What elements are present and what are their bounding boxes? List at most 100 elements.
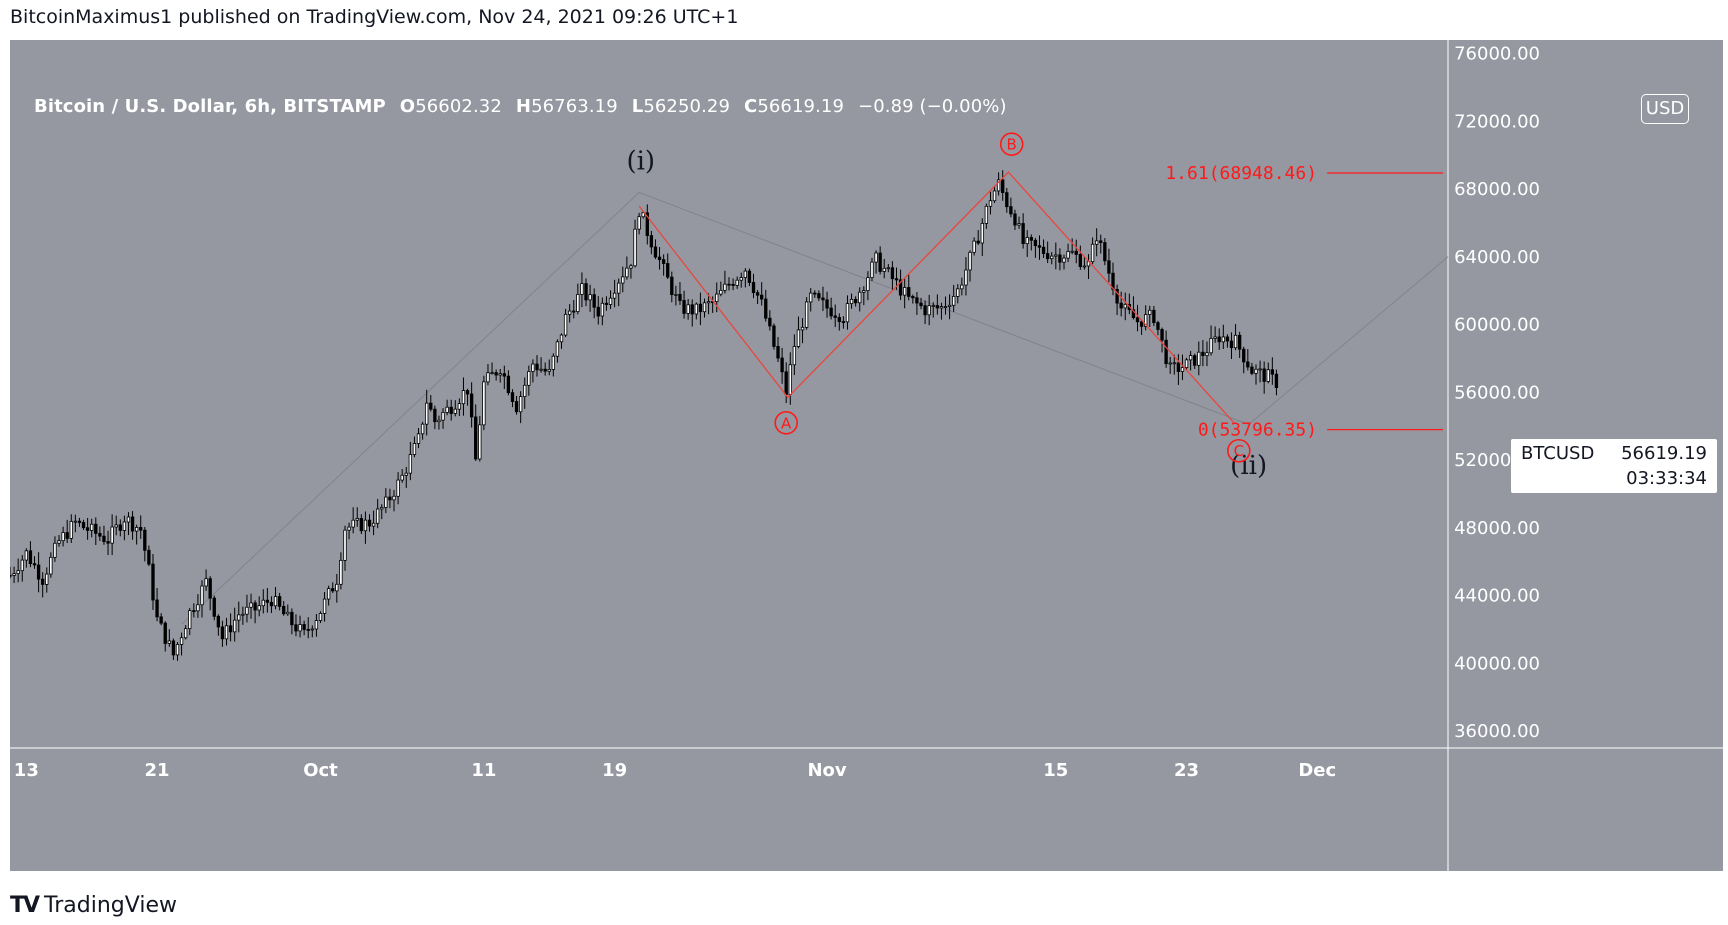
currency-badge[interactable]: USD	[1641, 94, 1689, 124]
candle-body	[441, 412, 445, 421]
candle-body	[972, 240, 976, 253]
candle-body	[318, 612, 323, 621]
candle-body	[1205, 352, 1209, 357]
tradingview-logo[interactable]: TV TradingView	[10, 893, 177, 918]
candle-body	[952, 295, 956, 306]
candle-body	[474, 416, 478, 460]
candle-body	[531, 363, 535, 372]
x-tick-label: Oct	[303, 760, 338, 781]
candle-body	[1103, 242, 1107, 262]
candle-body	[322, 598, 327, 614]
candle-body	[294, 624, 298, 632]
y-tick-label: 40000.00	[1454, 653, 1540, 674]
candle-body	[388, 496, 392, 501]
candle-body	[1156, 322, 1160, 330]
candle-body	[265, 599, 270, 603]
candle-body	[919, 302, 923, 307]
candle-body	[461, 390, 466, 405]
candle-body	[686, 304, 690, 314]
candle-body	[1250, 366, 1254, 374]
candle-body	[224, 625, 229, 640]
candle-body	[1176, 362, 1181, 372]
candle-body	[833, 315, 837, 318]
candle-body	[200, 585, 204, 606]
candle-body	[747, 270, 752, 283]
candle-body	[1184, 359, 1189, 368]
candle-body	[931, 305, 935, 307]
candle-body	[433, 408, 437, 423]
x-tick-label: Dec	[1298, 760, 1336, 781]
candle-body	[1090, 243, 1095, 263]
candle-body	[376, 508, 380, 524]
candle-body	[784, 371, 788, 395]
candle-body	[735, 279, 739, 286]
candle-body	[1029, 237, 1033, 241]
candle-body	[1160, 329, 1164, 341]
candle-body	[49, 556, 53, 575]
candle-body	[621, 276, 625, 284]
y-tick-label: 56000.00	[1454, 382, 1540, 403]
candle-body	[743, 270, 748, 278]
candle-body	[269, 601, 274, 607]
candle-body	[482, 381, 486, 426]
candle-body	[498, 373, 502, 376]
candle-body	[73, 520, 78, 523]
candle-body	[416, 433, 421, 444]
candle-body	[980, 222, 984, 244]
candle-body	[788, 364, 792, 395]
candle-body	[882, 267, 886, 272]
candle-body	[800, 326, 805, 331]
candle-body	[1070, 250, 1074, 253]
candle-body	[1213, 336, 1217, 339]
candle-body	[465, 390, 470, 395]
candle-body	[661, 259, 666, 264]
candle-body	[212, 597, 216, 617]
candle-body	[126, 516, 131, 523]
candle-body	[1074, 250, 1078, 255]
candle-body	[16, 570, 20, 575]
chart-canvas[interactable]: 76000.00 72000.00 68000.00 64000.00 60000.00…	[10, 40, 1723, 871]
low-label: L	[631, 96, 644, 117]
candle-body	[326, 588, 331, 600]
candle-body	[302, 624, 306, 630]
abc-correction-line	[638, 171, 1235, 424]
candle-body	[167, 640, 171, 644]
candle-body	[1066, 251, 1070, 259]
candle-body	[947, 304, 952, 307]
candle-body	[192, 610, 196, 613]
x-tick-label: Nov	[807, 760, 846, 781]
candle-body	[347, 526, 351, 531]
candle-body	[629, 265, 633, 269]
symbol-legend: Bitcoin / U.S. Dollar, 6h, BITSTAMP O5660…	[34, 96, 1007, 117]
candle-body	[1258, 368, 1262, 371]
candle-body	[809, 292, 813, 303]
candle-body	[122, 521, 127, 531]
candle-body	[273, 596, 278, 607]
candle-body	[584, 283, 588, 301]
candle-body	[543, 368, 547, 372]
candle-body	[494, 372, 498, 376]
candle-body	[151, 563, 155, 601]
x-tick-label: 23	[1174, 760, 1199, 781]
chart-panel[interactable]: 76000.00 72000.00 68000.00 64000.00 60000.00…	[10, 40, 1723, 871]
candle-body	[81, 522, 86, 529]
candle-body	[825, 299, 829, 309]
candle-body	[1270, 369, 1275, 375]
candle-body	[956, 288, 960, 297]
candle-body	[36, 564, 41, 580]
candle-body	[960, 284, 964, 290]
y-tick-label: 36000.00	[1454, 721, 1540, 742]
candle-body	[216, 615, 221, 628]
candle-body	[1172, 362, 1176, 365]
candle-body	[633, 228, 637, 267]
candle-body	[367, 519, 372, 527]
open-value: 56602.32	[415, 96, 502, 117]
candle-body	[768, 317, 772, 327]
candle-body	[1164, 339, 1168, 365]
candle-body	[572, 310, 576, 313]
candle-body	[69, 521, 73, 539]
candle-body	[396, 479, 400, 497]
candle-body	[1209, 338, 1213, 354]
candle-body	[1123, 303, 1127, 309]
wave-guide-line	[181, 191, 1249, 625]
